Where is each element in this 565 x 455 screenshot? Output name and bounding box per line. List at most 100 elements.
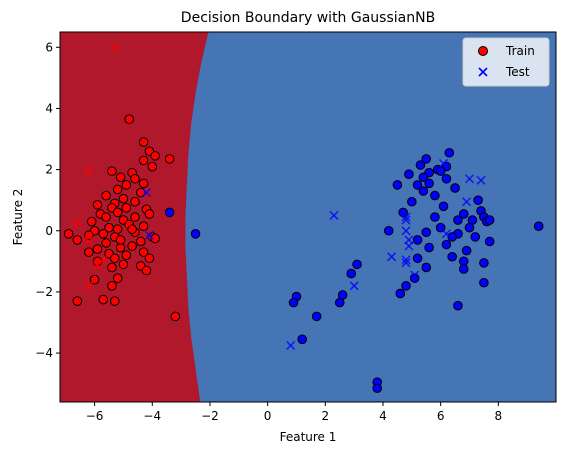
x-tick-label: −4	[143, 409, 161, 423]
legend-test-marker	[478, 67, 488, 77]
y-tick-label: 2	[45, 163, 53, 177]
point-test	[84, 236, 94, 247]
point-train	[112, 207, 123, 218]
point-test	[349, 281, 359, 291]
point-train	[138, 178, 149, 189]
point-train	[412, 180, 423, 190]
point-train	[473, 195, 483, 205]
point-train	[297, 334, 308, 345]
point-test	[464, 174, 475, 184]
point-train	[84, 247, 94, 257]
y-tick-label: 4	[45, 101, 53, 115]
point-train	[138, 221, 149, 231]
point-train	[127, 241, 137, 251]
point-test	[401, 258, 411, 268]
point-test	[329, 210, 339, 221]
point-train	[441, 239, 452, 250]
chart-title: Decision Boundary with GaussianNB	[181, 10, 435, 26]
point-train	[415, 160, 426, 170]
point-train	[453, 215, 463, 225]
y-tick-label: −4	[35, 346, 53, 360]
plot-frame	[59, 31, 557, 403]
point-test	[286, 340, 296, 350]
point-test	[462, 197, 472, 207]
point-train	[311, 311, 322, 322]
point-train	[372, 383, 383, 394]
legend-test-label: Test	[505, 65, 530, 79]
point-train	[130, 212, 140, 222]
point-train	[404, 169, 414, 179]
point-train	[138, 247, 149, 257]
point-test	[387, 252, 397, 262]
point-train	[115, 235, 126, 245]
point-train	[407, 196, 417, 207]
point-train	[418, 172, 429, 183]
point-train	[392, 180, 403, 190]
point-train	[424, 242, 434, 253]
point-train	[109, 253, 120, 264]
plot-area	[60, 32, 556, 402]
point-train	[118, 193, 129, 204]
point-train	[453, 300, 463, 311]
data-points	[63, 42, 544, 394]
point-train	[288, 297, 299, 308]
x-tick-label: −6	[86, 409, 104, 423]
point-train	[383, 225, 394, 236]
point-train	[164, 154, 175, 164]
point-train	[112, 184, 123, 195]
point-train	[101, 238, 111, 248]
point-test	[476, 175, 486, 185]
point-test	[404, 241, 414, 251]
point-train	[484, 215, 495, 225]
x-tick-label: 8	[495, 409, 503, 423]
point-train	[409, 273, 420, 283]
point-train	[461, 245, 472, 256]
point-train	[101, 212, 111, 222]
legend-train-marker	[478, 46, 488, 56]
y-axis-ticks: −4 −2 0 2 4 6	[35, 40, 60, 360]
point-test	[84, 281, 94, 291]
point-train	[147, 161, 158, 172]
x-tick-label: 4	[379, 409, 387, 423]
x-tick-label: −2	[201, 409, 219, 423]
point-train	[101, 190, 111, 201]
point-train	[98, 294, 109, 305]
point-test	[401, 226, 411, 236]
point-train	[164, 207, 175, 218]
point-train	[334, 297, 345, 308]
point-train	[479, 258, 489, 268]
point-train	[63, 229, 74, 239]
point-train	[107, 281, 117, 291]
point-train	[170, 311, 181, 322]
point-train	[141, 265, 152, 276]
point-test	[441, 229, 451, 239]
point-train	[115, 172, 126, 183]
point-test	[141, 187, 152, 198]
point-test	[438, 158, 449, 169]
x-tick-label: 6	[437, 409, 445, 423]
point-train	[121, 180, 132, 190]
x-axis-label: Feature 1	[280, 430, 337, 444]
y-tick-label: 0	[45, 224, 53, 238]
point-train	[121, 250, 132, 261]
point-test	[92, 261, 103, 271]
point-train	[412, 253, 423, 264]
point-train	[352, 259, 362, 270]
point-train	[135, 187, 146, 198]
point-train	[458, 264, 469, 274]
point-train	[121, 203, 132, 213]
point-train	[98, 229, 109, 239]
legend: Train Test	[462, 37, 550, 87]
point-train	[150, 233, 160, 244]
point-test	[72, 218, 82, 228]
point-train	[107, 262, 117, 273]
point-train	[447, 232, 457, 242]
point-train	[138, 155, 149, 166]
point-train	[144, 209, 155, 219]
point-train	[401, 281, 411, 291]
point-test	[124, 220, 134, 230]
point-test	[144, 230, 154, 240]
point-train	[447, 251, 457, 262]
point-train	[438, 201, 449, 212]
point-train	[441, 173, 452, 184]
